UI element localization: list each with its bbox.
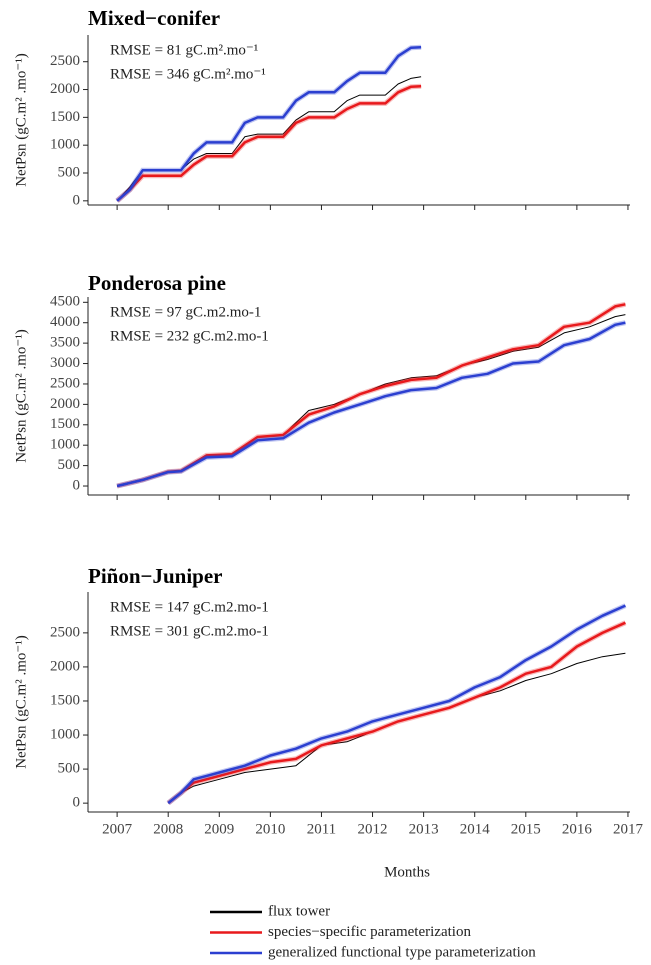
panel-title: Mixed−conifer <box>88 6 220 30</box>
y-tick-label: 1000 <box>50 137 80 153</box>
y-tick-label: 3000 <box>50 355 80 371</box>
x-tick-label: 2014 <box>460 821 491 837</box>
line-series <box>167 652 626 804</box>
y-tick-label: 2500 <box>50 375 80 391</box>
panel-title: Piñon−Juniper <box>88 564 223 588</box>
legend-label: flux tower <box>268 903 330 919</box>
y-tick-label: 3500 <box>50 335 80 351</box>
x-tick-label: 2011 <box>307 821 336 837</box>
y-tick-label: 500 <box>58 164 81 180</box>
rmse-annotation: RMSE = 97 gC.m2.mo-1 <box>110 304 261 320</box>
y-tick-label: 2000 <box>50 658 80 674</box>
y-tick-label: 2000 <box>50 396 80 412</box>
y-tick-label: 0 <box>73 477 81 493</box>
x-tick-label: 2013 <box>409 821 439 837</box>
y-tick-label: 1000 <box>50 726 80 742</box>
rmse-annotation: RMSE = 232 gC.m2.mo-1 <box>110 328 269 344</box>
y-tick-label: 0 <box>73 192 81 208</box>
x-tick-label: 2009 <box>204 821 234 837</box>
y-tick-label: 500 <box>58 457 81 473</box>
legend-label: species−specific parameterization <box>268 924 471 940</box>
x-tick-label: 2008 <box>153 821 183 837</box>
rmse-annotation: RMSE = 81 gC.m².mo⁻¹ <box>110 42 258 58</box>
y-tick-label: 500 <box>58 761 81 777</box>
x-tick-label: 2015 <box>511 821 541 837</box>
x-tick-label: 2017 <box>613 821 644 837</box>
y-tick-label: 1500 <box>50 109 80 125</box>
line-series <box>167 621 626 805</box>
x-tick-label: 2010 <box>255 821 285 837</box>
y-axis-label: NetPsn (gC.m² .mo⁻¹) <box>13 53 29 187</box>
y-tick-label: 4500 <box>50 294 80 310</box>
rmse-annotation: RMSE = 147 gC.m2.mo-1 <box>110 599 269 615</box>
x-tick-label: 2016 <box>562 821 593 837</box>
y-tick-label: 1500 <box>50 416 80 432</box>
y-tick-label: 2500 <box>50 53 80 69</box>
y-tick-label: 2000 <box>50 81 80 97</box>
y-tick-label: 2500 <box>50 624 80 640</box>
line-series <box>116 45 422 202</box>
rmse-annotation: RMSE = 346 gC.m².mo⁻¹ <box>110 66 266 82</box>
panel-title: Ponderosa pine <box>88 271 226 295</box>
line-series <box>116 84 422 202</box>
y-axis-label: NetPsn (gC.m² .mo⁻¹) <box>13 329 29 463</box>
line-series <box>167 604 626 805</box>
y-tick-label: 1000 <box>50 437 80 453</box>
y-tick-label: 0 <box>73 795 81 811</box>
y-tick-label: 4000 <box>50 314 80 330</box>
x-tick-label: 2007 <box>102 821 133 837</box>
legend-label: generalized functional type parameteriza… <box>268 944 536 960</box>
x-axis-label: Months <box>384 864 430 880</box>
x-tick-label: 2012 <box>358 821 388 837</box>
y-axis-label: NetPsn (gC.m² .mo⁻¹) <box>13 635 29 769</box>
y-tick-label: 1500 <box>50 692 80 708</box>
rmse-annotation: RMSE = 301 gC.m2.mo-1 <box>110 623 269 639</box>
line-series <box>116 321 626 488</box>
